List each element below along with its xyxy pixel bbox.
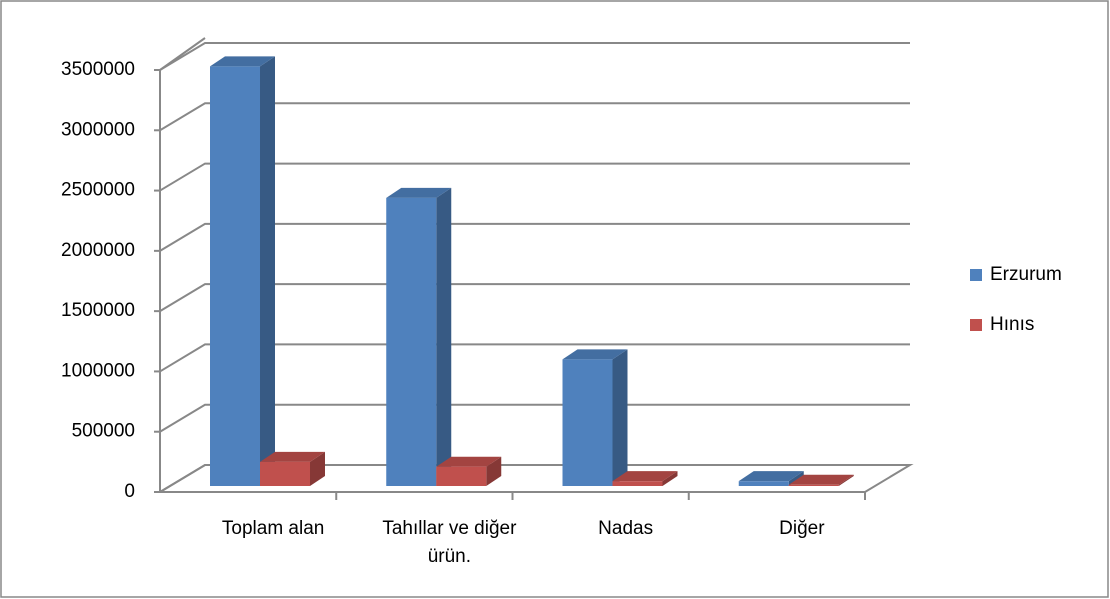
bar-top	[738, 471, 804, 482]
bar-side	[486, 456, 502, 486]
bar-top	[436, 456, 502, 467]
bar	[562, 359, 613, 486]
bar-top	[562, 349, 628, 360]
bar-top	[386, 187, 452, 198]
bar-side	[612, 349, 628, 486]
bar-side	[838, 474, 854, 486]
legend-label: Erzurum	[990, 264, 1062, 285]
x-tick-label: Diğer	[779, 518, 825, 539]
y-tick-label: 3000000	[61, 119, 135, 140]
y-tick-label: 1500000	[61, 300, 135, 321]
bar-top	[612, 471, 678, 482]
bar-top	[210, 56, 275, 67]
bar-side	[260, 56, 275, 486]
grid-line	[159, 283, 910, 313]
grid-line	[159, 222, 910, 252]
bar-top	[260, 451, 325, 462]
y-tick-label: 1000000	[61, 360, 135, 381]
bar-side	[436, 187, 452, 486]
legend-swatch	[970, 269, 982, 281]
legend-swatch	[970, 319, 982, 331]
bar	[260, 461, 310, 486]
grid-line	[159, 464, 910, 493]
grid-line	[159, 42, 910, 71]
x-tick-label: Nadas	[598, 518, 654, 539]
bar-side	[310, 451, 325, 486]
x-tick-label: Tahıllar ve diğer ürün.	[382, 518, 517, 567]
side-wall	[159, 37, 206, 492]
grid-line	[159, 403, 910, 433]
grid-line	[159, 162, 910, 192]
bar-top	[788, 474, 854, 485]
bar	[210, 66, 260, 486]
bar	[436, 466, 487, 486]
grid-line	[159, 343, 910, 373]
bar	[386, 197, 437, 486]
x-tick-label: Toplam alan	[221, 518, 325, 539]
y-tick-label: 2500000	[61, 180, 135, 201]
bar	[612, 481, 663, 486]
grid-line	[159, 102, 910, 132]
y-tick-label: 0	[124, 481, 135, 502]
bar	[738, 481, 789, 486]
legend-label: Hınıs	[990, 314, 1034, 335]
bar-side	[662, 471, 678, 486]
bar	[788, 484, 839, 486]
y-tick-label: 2000000	[61, 240, 135, 261]
y-tick-label: 3500000	[61, 59, 135, 80]
y-tick-label: 500000	[72, 421, 135, 442]
